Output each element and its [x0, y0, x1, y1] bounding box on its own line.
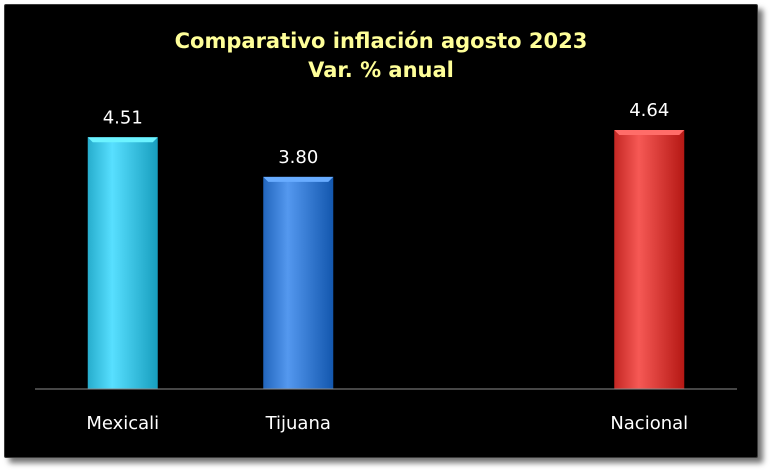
bars-layer: Mexicali 4.51 Tijuana 3.80 Nacional 4.64	[86, 100, 688, 434]
value-label-nacional: 4.64	[629, 100, 669, 121]
bar-mexicali	[87, 137, 158, 389]
category-label-tijuana: Tijuana	[265, 413, 331, 434]
chart-title: Comparativo inflación agosto 2023	[175, 29, 588, 53]
bar-tijuana	[263, 176, 334, 389]
bar-bevel-mexicali	[87, 137, 158, 143]
category-label-nacional: Nacional	[610, 413, 688, 434]
chart-frame: Comparativo inflación agosto 2023 Var. %…	[4, 4, 758, 458]
bar-bevel-tijuana	[263, 176, 334, 182]
chart-subtitle: Var. % anual	[308, 58, 454, 82]
category-label-mexicali: Mexicali	[86, 413, 159, 434]
bar-bevel-nacional	[614, 130, 685, 135]
value-label-tijuana: 3.80	[278, 147, 318, 168]
bar-nacional	[614, 130, 685, 389]
value-label-mexicali: 4.51	[103, 107, 143, 128]
chart-svg: Comparativo inflación agosto 2023 Var. %…	[35, 29, 737, 434]
